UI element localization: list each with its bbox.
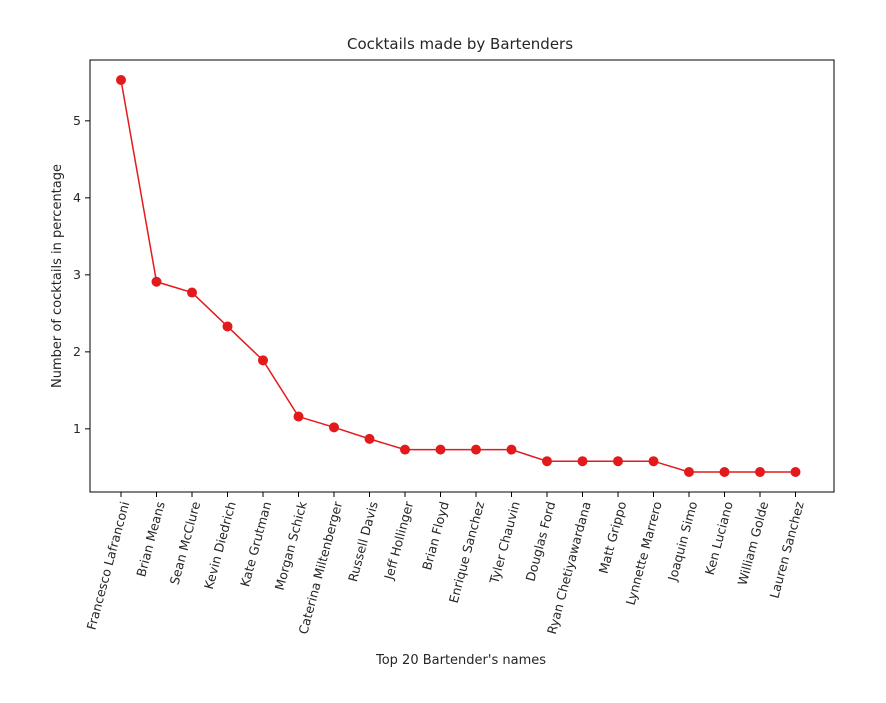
data-point xyxy=(684,466,694,477)
data-point xyxy=(471,444,481,455)
data-point xyxy=(542,456,552,467)
x-tick-label: Lauren Sanchez xyxy=(767,499,807,599)
x-tick-label: Brian Floyd xyxy=(419,500,452,572)
series-line xyxy=(120,79,796,473)
y-tick-label: 1 xyxy=(73,421,81,436)
x-tick-label: Lynnette Marrero xyxy=(623,500,665,607)
x-tick-label: Douglas Ford xyxy=(523,500,559,583)
data-point xyxy=(790,466,801,477)
x-tick-label: William Golde xyxy=(734,500,771,587)
x-tick-label: Jeff Hollinger xyxy=(381,499,417,582)
series-points-group xyxy=(116,75,801,477)
data-point xyxy=(506,444,517,455)
x-tick-label: Ken Luciano xyxy=(702,500,736,577)
x-tick-label: Sean McClure xyxy=(167,500,204,587)
x-tick-label: Enrique Sanchez xyxy=(446,499,488,604)
data-point xyxy=(293,411,304,422)
data-point xyxy=(755,466,765,477)
x-tick-label: Kate Grutman xyxy=(237,500,274,589)
y-tick-label: 2 xyxy=(73,344,81,359)
y-tick-label: 5 xyxy=(73,113,81,128)
data-point xyxy=(222,321,233,332)
y-axis-ticks: 1 2 3 4 5 xyxy=(73,113,90,436)
data-point xyxy=(329,422,339,433)
x-tick-label: Joaquin Simo xyxy=(664,500,700,584)
data-point xyxy=(613,456,623,467)
data-point xyxy=(577,456,588,467)
y-axis-label: Number of cocktails in percentage xyxy=(50,164,65,388)
x-tick-label: Morgan Schick xyxy=(272,499,310,592)
data-point xyxy=(400,444,410,455)
data-point xyxy=(364,433,375,444)
x-tick-label: Brian Means xyxy=(133,500,168,579)
y-tick-label: 3 xyxy=(73,267,81,282)
data-point xyxy=(648,456,659,467)
x-tick-label: Russell Davis xyxy=(345,500,381,583)
x-axis-label: Top 20 Bartender's names xyxy=(375,653,546,668)
x-tick-label: Matt Grippo xyxy=(596,500,630,575)
x-tick-label: Francesco Lafranconi xyxy=(84,500,133,632)
series-line-group xyxy=(120,79,796,473)
plot-area-frame xyxy=(89,59,835,493)
data-point xyxy=(151,276,162,287)
x-tick-label: Tyler Chauvin xyxy=(486,500,523,586)
data-point xyxy=(258,355,268,366)
data-point xyxy=(719,466,730,477)
data-point xyxy=(435,444,446,455)
data-point xyxy=(116,75,126,86)
chart-title: Cocktails made by Bartenders xyxy=(347,35,573,53)
y-tick-label: 4 xyxy=(73,190,81,205)
x-tick-label: Kevin Diedrich xyxy=(201,500,239,591)
data-point xyxy=(187,287,197,298)
